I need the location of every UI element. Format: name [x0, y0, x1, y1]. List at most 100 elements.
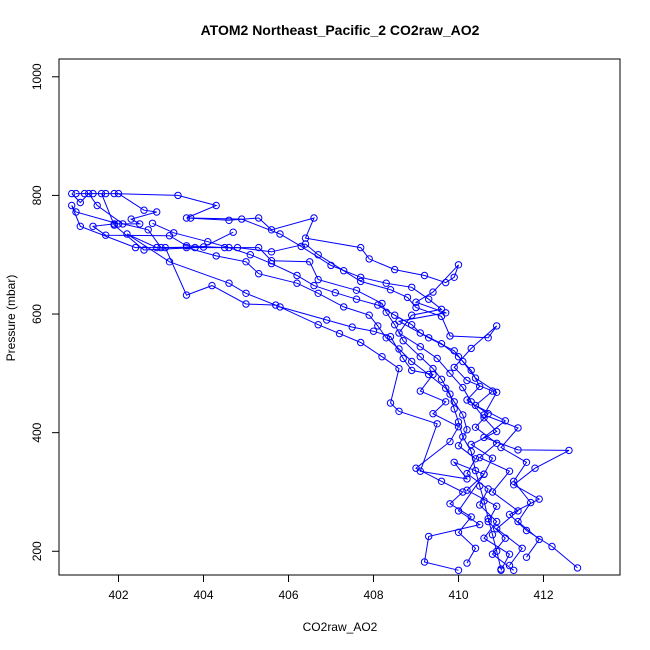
data-point	[484, 334, 492, 342]
data-point	[476, 501, 484, 509]
data-point	[386, 332, 395, 341]
data-point	[386, 399, 395, 407]
data-point	[408, 321, 416, 329]
data-point	[72, 208, 80, 216]
data-point	[242, 258, 250, 266]
data-point	[450, 273, 458, 281]
y-tick-label: 800	[30, 185, 44, 205]
data-point	[493, 322, 501, 330]
data-point	[276, 230, 284, 238]
data-point	[72, 189, 80, 198]
data-point	[548, 542, 556, 551]
data-point	[476, 453, 484, 462]
data-point	[301, 234, 310, 242]
x-tick-label: 406	[278, 588, 298, 602]
data-point	[416, 329, 424, 337]
data-point	[514, 424, 522, 432]
data-point	[505, 550, 514, 558]
data-point	[522, 458, 531, 466]
series-line	[190, 217, 515, 571]
data-point	[450, 458, 458, 466]
data-point	[399, 337, 407, 345]
data-point	[408, 283, 416, 291]
data-point	[510, 477, 518, 485]
data-point	[267, 248, 276, 256]
data-point	[378, 353, 386, 361]
data-point	[514, 507, 522, 515]
data-point	[229, 228, 237, 236]
data-point	[446, 390, 454, 398]
data-point	[293, 279, 301, 287]
data-point	[153, 243, 161, 252]
data-point	[480, 470, 488, 478]
data-point	[374, 322, 382, 330]
x-axis-label: CO2raw_AO2	[303, 620, 378, 634]
data-point	[242, 289, 250, 297]
data-point	[331, 289, 339, 297]
data-point	[89, 189, 97, 198]
data-point	[144, 226, 152, 234]
data-point	[395, 407, 403, 415]
data-point	[471, 466, 480, 475]
data-point	[467, 398, 475, 406]
data-point	[488, 488, 497, 496]
data-point	[416, 387, 424, 395]
data-point	[68, 201, 76, 210]
data-point	[399, 354, 407, 363]
data-point	[454, 423, 463, 431]
data-point	[110, 221, 118, 229]
data-point	[297, 242, 305, 251]
data-point	[471, 455, 480, 463]
data-point	[522, 553, 531, 561]
data-point	[255, 243, 263, 252]
profile-series-7	[187, 214, 518, 574]
data-point	[403, 293, 412, 302]
data-point	[395, 364, 403, 373]
data-point	[412, 464, 420, 472]
data-point	[420, 271, 429, 280]
data-point	[437, 305, 446, 313]
data-point	[127, 215, 135, 223]
data-point	[395, 329, 403, 337]
data-point	[429, 370, 437, 379]
data-point	[238, 215, 246, 223]
data-point	[471, 374, 480, 382]
data-point	[454, 418, 463, 426]
data-point	[467, 440, 475, 449]
data-point	[148, 219, 157, 228]
data-point	[357, 338, 365, 347]
data-point	[140, 206, 148, 214]
data-point	[459, 411, 467, 419]
x-tick-label: 408	[363, 588, 383, 602]
data-point	[565, 446, 573, 455]
data-point	[323, 316, 331, 324]
data-point	[497, 566, 505, 574]
data-point	[68, 189, 76, 198]
data-point	[301, 240, 310, 248]
data-point	[174, 191, 182, 200]
data-point	[459, 383, 467, 392]
data-point	[459, 488, 467, 496]
data-point	[199, 243, 208, 251]
data-point	[412, 298, 420, 306]
data-point	[272, 301, 280, 309]
data-point	[493, 427, 501, 436]
data-point	[497, 443, 505, 452]
x-tick-label: 404	[193, 588, 213, 602]
profile-series-6	[148, 219, 526, 570]
data-point	[119, 220, 127, 228]
data-point	[454, 353, 463, 361]
data-point	[510, 566, 518, 574]
data-point	[527, 498, 535, 507]
data-point	[467, 513, 475, 521]
data-point	[484, 517, 492, 526]
data-point	[314, 289, 322, 297]
data-point	[425, 295, 433, 303]
data-point	[352, 286, 361, 294]
data-point	[446, 437, 454, 446]
data-point	[267, 259, 276, 268]
y-tick-label: 1000	[30, 63, 44, 90]
data-point	[467, 344, 475, 353]
